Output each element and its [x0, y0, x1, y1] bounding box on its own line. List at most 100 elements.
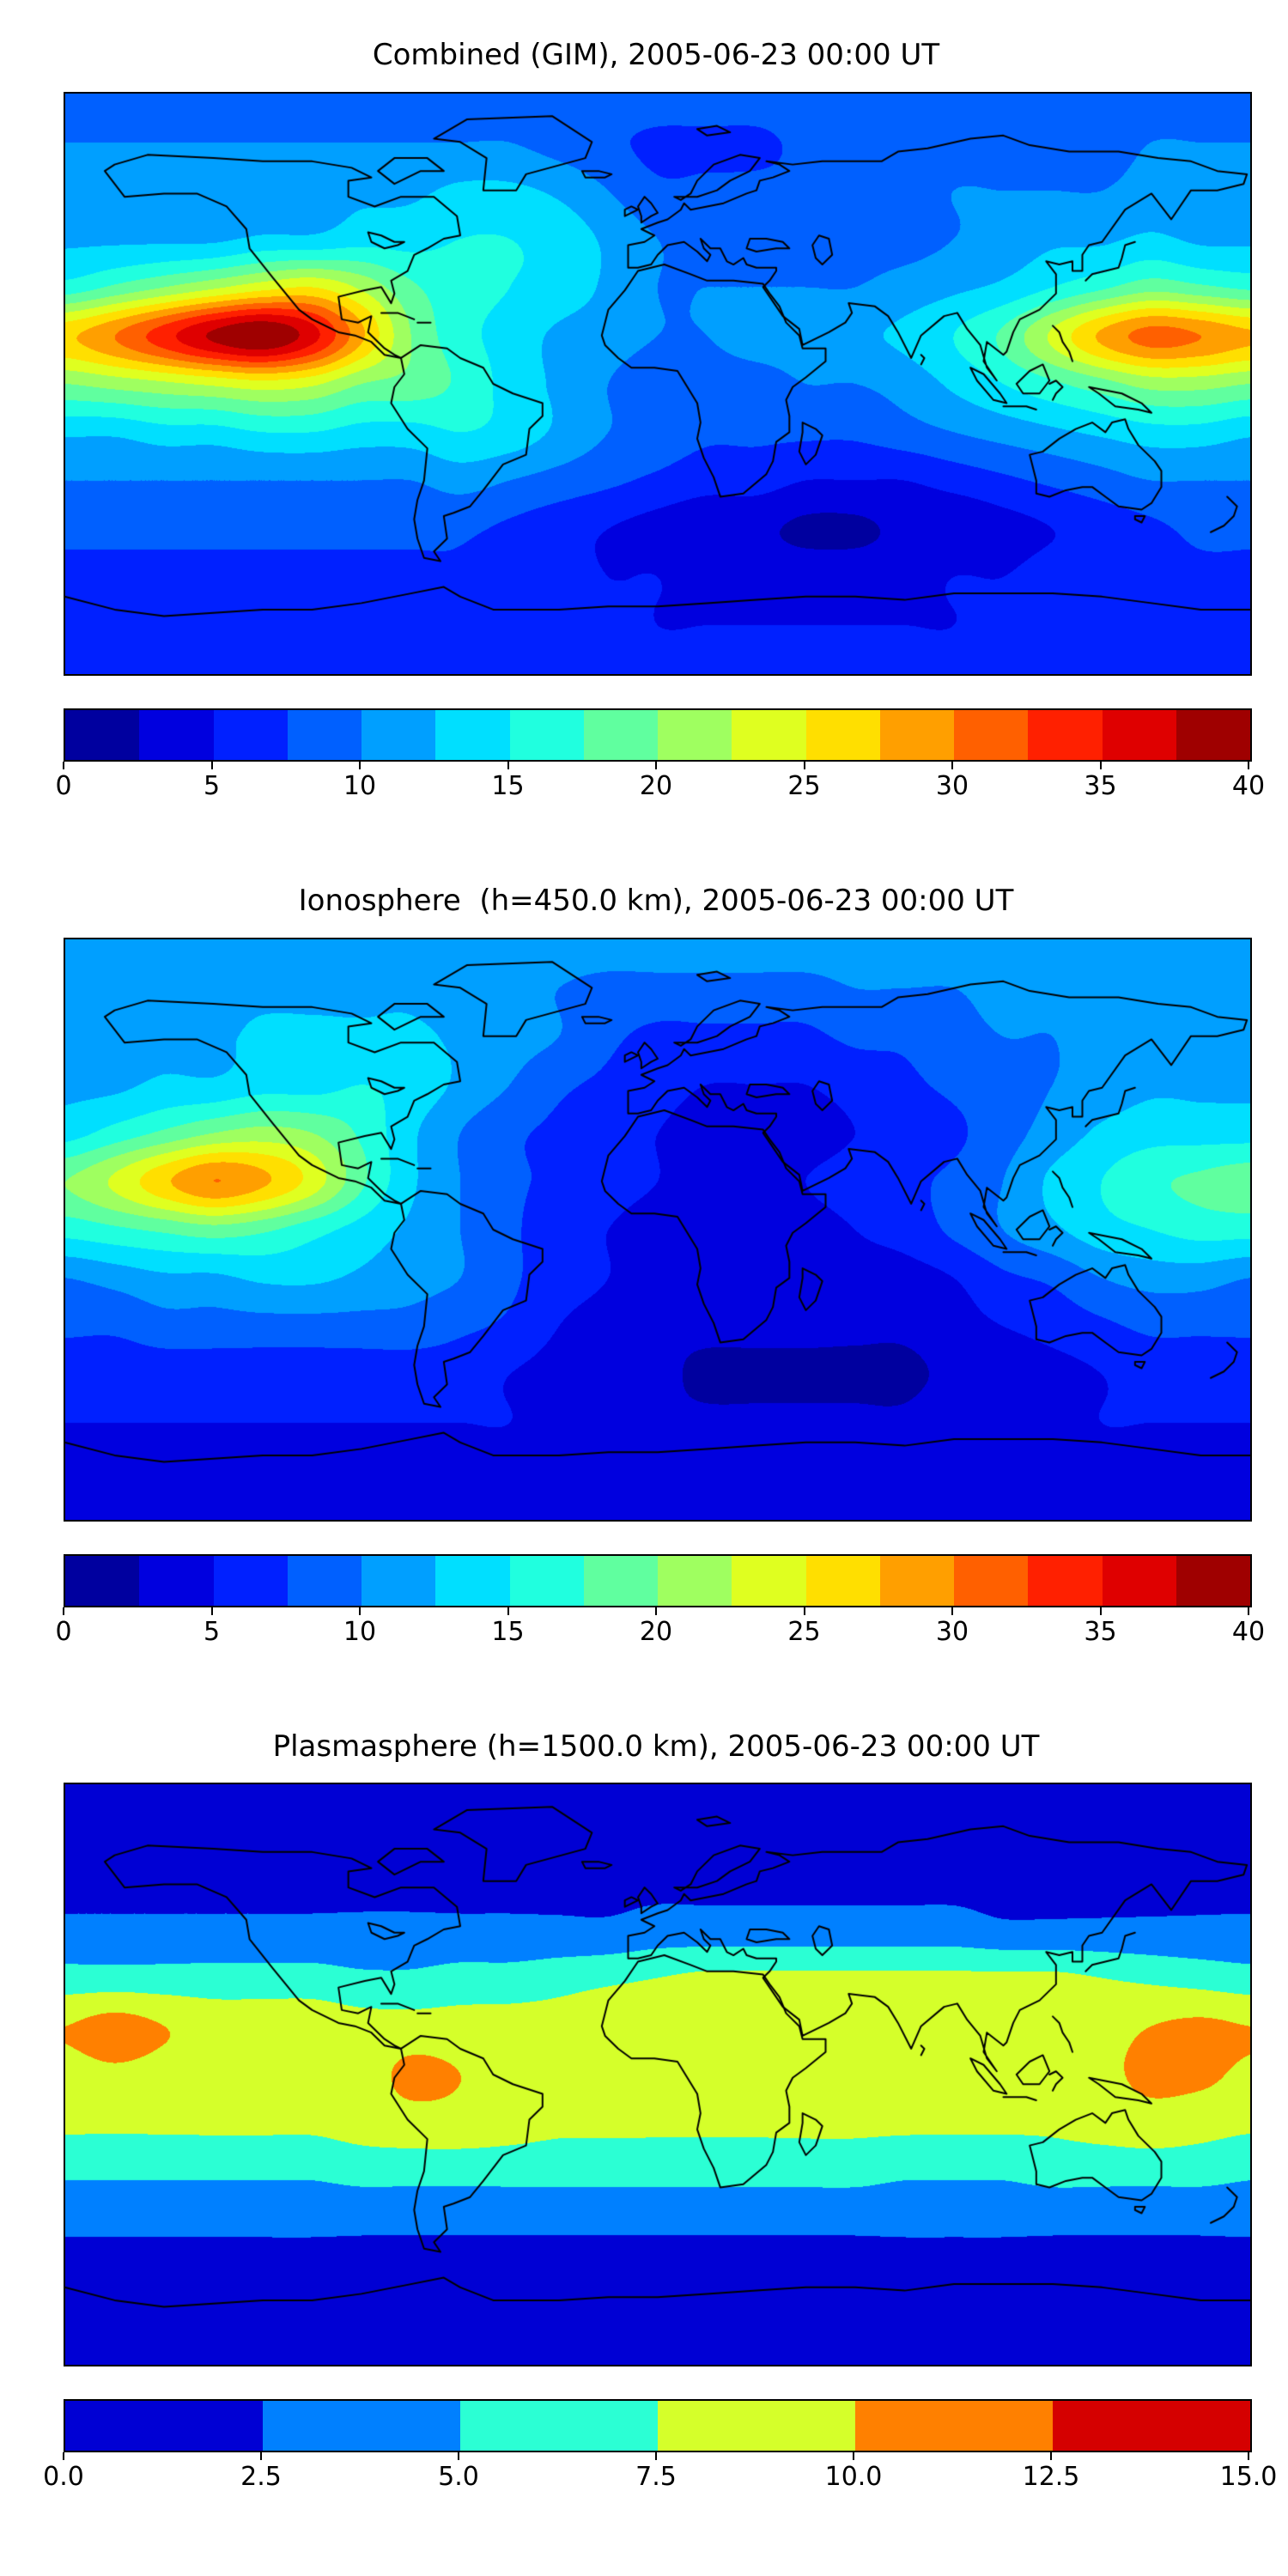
colorbar-tick-label: 12.5 — [1022, 2462, 1080, 2493]
colorbar-segment — [65, 2401, 263, 2451]
colorbar-segment — [658, 2401, 855, 2451]
colorbar-tick-mark — [63, 2452, 64, 2461]
tec-map-plasmasphere — [65, 1784, 1250, 2366]
colorbar-segment — [855, 2401, 1053, 2451]
colorbar-tick-mark — [803, 1607, 805, 1615]
panel-combined: Combined (GIM), 2005-06-23 00:00 UT 0 5 10… — [0, 38, 1288, 806]
map-frame-plasmasphere — [64, 1783, 1252, 2367]
colorbar-segment — [879, 709, 954, 760]
colorbar-segment — [1102, 1555, 1176, 1606]
colorbar-segment — [287, 1555, 361, 1606]
colorbar-segment — [658, 709, 732, 760]
colorbar-tick-label: 0 — [55, 770, 72, 801]
colorbar-tick-label: 5 — [203, 770, 221, 801]
panel-title-combined: Combined (GIM), 2005-06-23 00:00 UT — [372, 38, 940, 72]
colorbar-segment — [361, 709, 436, 760]
colorbar-segment — [1102, 709, 1176, 760]
colorbar-segment — [139, 1555, 214, 1606]
panel-title-plasmasphere: Plasmasphere (h=1500.0 km), 2005-06-23 0… — [272, 1728, 1040, 1764]
colorbar-segment — [139, 709, 214, 760]
colorbar-segment — [805, 709, 880, 760]
colorbar-tick-label: 10 — [343, 1616, 377, 1647]
figure-page: Combined (GIM), 2005-06-23 00:00 UT 0 5 10… — [0, 38, 1288, 2498]
colorbar-segment — [361, 1555, 436, 1606]
colorbar-segment — [65, 1555, 140, 1606]
colorbar-combined — [64, 708, 1252, 762]
colorbar-segment — [65, 709, 140, 760]
colorbar-segment — [954, 709, 1029, 760]
colorbar-segment — [287, 709, 361, 760]
colorbar-tick-label: 40 — [1231, 770, 1266, 801]
colorbar-tick-mark — [655, 2452, 657, 2461]
colorbar-segment — [263, 2401, 460, 2451]
map-frame-combined — [64, 91, 1252, 676]
panel-plasmasphere: Plasmasphere (h=1500.0 km), 2005-06-23 0… — [0, 1729, 1288, 2498]
tec-map-ionosphere — [65, 939, 1250, 1520]
colorbar-tick-mark — [655, 761, 657, 769]
colorbar-tick-label: 5 — [203, 1616, 221, 1647]
tec-map-combined — [65, 93, 1250, 674]
panel-title-ionosphere: Ionosphere (h=450.0 km), 2005-06-23 00:0… — [298, 883, 1014, 918]
colorbar-segment — [732, 1555, 806, 1606]
colorbar-segment — [805, 1555, 880, 1606]
colorbar-tick-label: 5.0 — [438, 2462, 479, 2493]
colorbar-tick-label: 7.5 — [635, 2462, 677, 2493]
colorbar-tick-label: 20 — [639, 770, 673, 801]
colorbar-segment — [1176, 1555, 1250, 1606]
colorbar-segment — [435, 1555, 510, 1606]
colorbar-tick-mark — [1050, 2452, 1052, 2461]
colorbar-segment — [509, 709, 584, 760]
colorbar-segment — [583, 1555, 658, 1606]
colorbar-tick-label: 15 — [491, 1616, 525, 1647]
colorbar-segment — [732, 709, 806, 760]
colorbar-ticks-plasmasphere: 0.0 2.5 5.0 7.5 10.0 12.5 15.0 — [43, 2452, 1277, 2497]
colorbar-tick-mark — [210, 1607, 213, 1615]
colorbar-segment — [658, 1555, 732, 1606]
colorbar-segment — [509, 1555, 584, 1606]
colorbar-segment — [435, 709, 510, 760]
colorbar-tick-mark — [1248, 2452, 1249, 2461]
colorbar-segment — [1028, 709, 1103, 760]
panel-ionosphere: Ionosphere (h=450.0 km), 2005-06-23 00:0… — [0, 884, 1288, 1652]
colorbar-tick-mark — [655, 1607, 657, 1615]
colorbar-tick-label: 25 — [787, 770, 821, 801]
colorbar-tick-mark — [951, 1607, 953, 1615]
colorbar-tick-mark — [458, 2452, 459, 2461]
colorbar-segment — [879, 1555, 954, 1606]
colorbar-tick-label: 10 — [343, 770, 377, 801]
colorbar-tick-mark — [1099, 761, 1102, 769]
colorbar-segment — [1028, 1555, 1103, 1606]
colorbar-plasmasphere — [64, 2399, 1252, 2453]
colorbar-tick-mark — [1099, 1607, 1102, 1615]
colorbar-tick-mark — [1248, 761, 1249, 769]
colorbar-tick-mark — [260, 2452, 262, 2461]
colorbar-tick-label: 40 — [1231, 1616, 1266, 1647]
colorbar-tick-label: 25 — [787, 1616, 821, 1647]
colorbar-tick-label: 10.0 — [824, 2462, 883, 2493]
colorbar-segment — [1053, 2401, 1250, 2451]
colorbar-tick-label: 2.5 — [240, 2462, 282, 2493]
colorbar-segment — [954, 1555, 1029, 1606]
map-frame-ionosphere — [64, 937, 1252, 1522]
colorbar-tick-label: 0.0 — [43, 2462, 84, 2493]
colorbar-tick-mark — [853, 2452, 854, 2461]
colorbar-tick-mark — [803, 761, 805, 769]
colorbar-tick-label: 0 — [55, 1616, 72, 1647]
colorbar-tick-mark — [951, 761, 953, 769]
colorbar-ticks-combined: 0 5 10 15 20 25 30 35 40 — [55, 761, 1265, 806]
colorbar-tick-mark — [507, 1607, 509, 1615]
colorbar-ionosphere — [64, 1553, 1252, 1607]
colorbar-tick-mark — [63, 761, 64, 769]
colorbar-tick-mark — [359, 761, 361, 769]
colorbar-tick-label: 15 — [491, 770, 525, 801]
colorbar-tick-label: 20 — [639, 1616, 673, 1647]
colorbar-ticks-ionosphere: 0 5 10 15 20 25 30 35 40 — [55, 1607, 1265, 1652]
colorbar-tick-mark — [1248, 1607, 1249, 1615]
colorbar-segment — [213, 709, 288, 760]
colorbar-tick-mark — [63, 1607, 64, 1615]
colorbar-tick-mark — [507, 761, 509, 769]
colorbar-tick-label: 15.0 — [1219, 2462, 1278, 2493]
colorbar-tick-label: 35 — [1084, 1616, 1117, 1647]
colorbar-segment — [1176, 709, 1250, 760]
colorbar-tick-label: 30 — [935, 770, 969, 801]
